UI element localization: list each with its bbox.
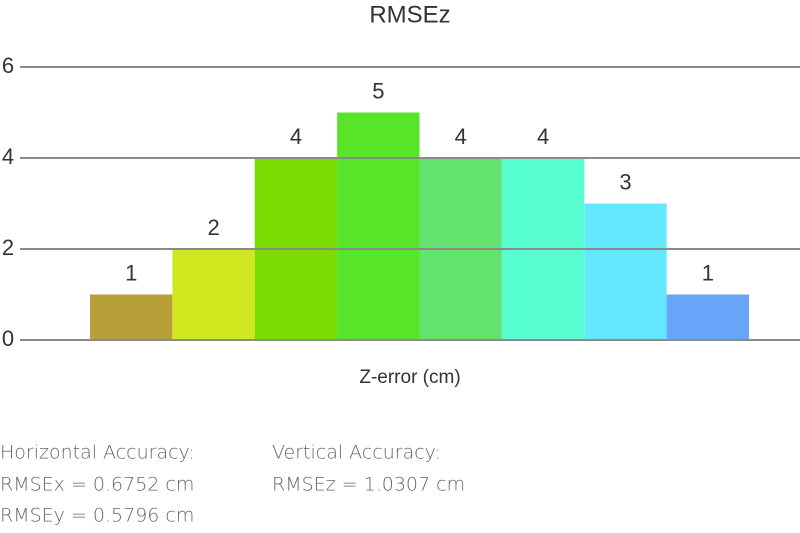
- bar: [90, 294, 173, 340]
- horizontal-line: RMSEy = 0.5796 cm: [0, 505, 194, 527]
- y-tick-label: 4: [2, 144, 14, 169]
- x-axis-label: Z-error (cm): [359, 367, 460, 388]
- bar: [172, 249, 255, 340]
- horizontal-line: RMSEx = 0.6752 cm: [0, 474, 194, 496]
- bar: [666, 294, 749, 340]
- bar: [337, 112, 420, 340]
- value-label: 2: [207, 215, 219, 240]
- value-label: 4: [290, 124, 302, 149]
- vertical-line: RMSEz = 1.0307 cm: [272, 474, 465, 496]
- chart-title: RMSEz: [369, 1, 450, 28]
- bar: [584, 203, 667, 340]
- horizontal-heading: Horizontal Accuracy:: [0, 442, 195, 464]
- y-tick-label: 0: [2, 326, 14, 351]
- value-label: 4: [537, 124, 549, 149]
- y-tick-label: 6: [2, 53, 14, 78]
- value-label: 1: [125, 260, 137, 285]
- value-label: 4: [455, 124, 467, 149]
- value-label: 3: [619, 169, 631, 194]
- value-label: 1: [702, 260, 714, 285]
- vertical-heading: Vertical Accuracy:: [272, 442, 441, 464]
- value-label: 5: [372, 78, 384, 103]
- y-tick-label: 2: [2, 235, 14, 260]
